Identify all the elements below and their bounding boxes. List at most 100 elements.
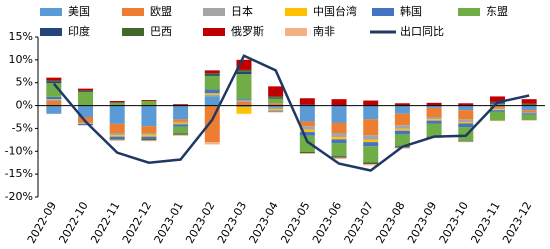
bar-segment [299,129,315,133]
bar-segment [299,121,315,127]
bar-segment [204,93,220,95]
bar-segment [363,142,379,147]
bar-segment [268,110,284,112]
bar-segment [268,105,284,108]
bar-segment [236,71,252,75]
bar-segment [46,96,62,100]
legend-label: 出口同比 [400,24,444,38]
x-tick-label: 2023-06 [310,200,344,246]
bar-segment [331,157,347,160]
legend-label: 东盟 [486,5,508,18]
bar-segment [458,123,474,128]
bar-segment [363,105,379,120]
bar-segment [268,96,284,98]
legend-label: 印度 [68,24,90,38]
bar-segment [363,164,379,166]
bar-segment [141,100,157,101]
x-tick-label: 2023-10 [437,200,471,246]
bar-segment [141,136,157,139]
bar-segment [363,162,379,165]
x-tick-label: 2023-02 [183,200,217,246]
bar-segment [426,117,442,120]
x-tick-label: 2022-12 [120,200,154,246]
legend-label: 欧盟 [150,5,172,18]
bar-segment [299,126,315,130]
x-tick-label: 2023-03 [215,200,249,246]
bar-segment [331,156,347,158]
bar-segment [521,103,537,105]
bar-segment [331,139,347,144]
legend-label: 日本 [231,4,253,18]
bar-segment [489,96,505,102]
x-tick-label: 2022-11 [88,200,122,246]
bar-segment [173,126,189,134]
bar-segment [268,86,284,97]
bar-segment [78,90,94,92]
bar-segment [331,99,347,106]
bar-segment [173,122,189,125]
bar-segment [458,105,474,111]
bar-segment [109,101,125,103]
bar-segment [521,105,537,111]
bar-segment [204,94,220,97]
bar-segment [236,101,252,106]
legend-label: 南非 [313,25,335,38]
legend-label: 韩国 [400,4,422,18]
bar-segment [458,122,474,124]
bar-segment [78,105,94,117]
bar-segment [426,120,442,124]
bar-segment [204,74,220,76]
y-tick-label: 15% [9,30,33,43]
bar-segment [109,139,125,141]
bar-segment [394,105,410,114]
x-tick-label: 2023-12 [500,200,534,246]
bar-segment [46,80,62,82]
bar-segment [458,110,474,120]
legend-label: 巴西 [150,25,172,38]
bar-segment [363,146,379,163]
bar-segment [78,91,94,106]
legend-label: 中国台湾 [313,4,357,18]
bar-segment [236,100,252,102]
bar-segment [331,143,347,156]
y-tick-label: 0% [16,99,33,112]
bar-segment [394,103,410,106]
bar-segment [521,110,537,113]
bar-segment [489,110,505,112]
x-tick-label: 2022-09 [25,200,59,246]
bar-segment [236,74,252,100]
legend-swatch [203,28,225,36]
bar-segment [141,140,157,142]
bar-segment [268,98,284,104]
bar-segment [363,139,379,143]
bar-segment [204,142,220,145]
bar-segment [141,126,157,133]
x-tick-label: 2023-08 [373,200,407,246]
bar-segment [173,133,189,135]
legend-swatch [285,8,307,16]
bar-segment [299,153,315,155]
y-tick-label: -20% [5,190,33,203]
bar-segment [173,134,189,136]
legend-label: 美国 [68,5,90,18]
bar-segment [204,70,220,74]
bar-segment [426,123,442,137]
x-tick-label: 2022-10 [56,200,90,246]
legend-label: 俄罗斯 [231,25,264,38]
bar-segment [363,135,379,140]
bar-segment [268,107,284,110]
bar-segment [173,121,189,123]
bar-segment [394,130,410,135]
x-tick-label: 2023-09 [405,200,439,246]
bar-segment [141,134,157,137]
legend-swatch [122,8,144,16]
bar-segment [299,132,315,136]
bar-segment [141,105,157,127]
x-tick-label: 2023-04 [247,200,281,246]
bar-segment [394,134,410,146]
y-tick-label: -5% [12,121,33,134]
legend-swatch [40,8,62,16]
bar-segment [489,109,505,111]
bar-segment [109,133,125,136]
bar-segment [204,75,220,90]
